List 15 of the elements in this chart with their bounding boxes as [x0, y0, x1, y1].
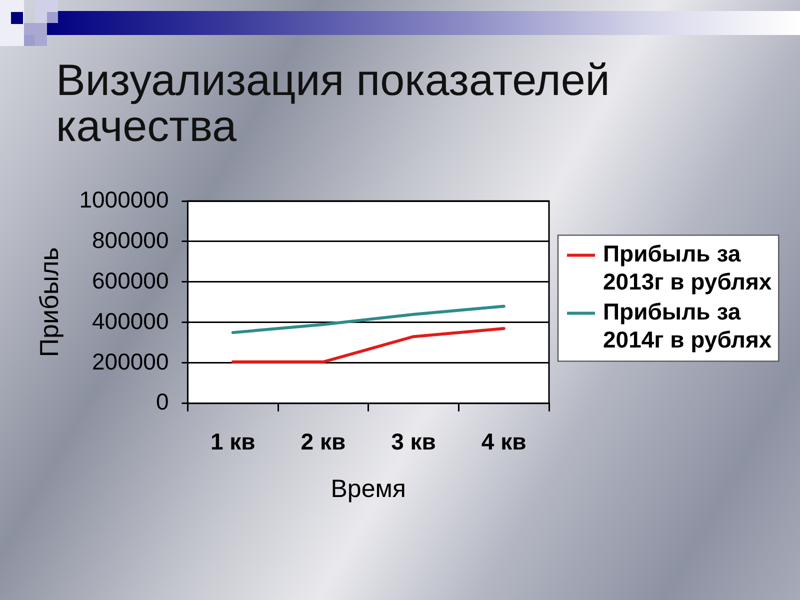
- y-tick-label: 400000: [92, 308, 169, 334]
- x-tick-label: 3 кв: [391, 428, 436, 455]
- y-axis-title: Прибыль: [34, 247, 64, 358]
- y-tick-label: 0: [156, 388, 169, 415]
- x-axis-title: Время: [330, 474, 406, 503]
- legend-label: Прибыль за 2014г в рублях: [603, 298, 772, 353]
- legend-label: Прибыль за 2013г в рублях: [603, 240, 772, 295]
- x-tick-label: 4 кв: [481, 428, 526, 455]
- y-tick-label: 200000: [92, 348, 169, 374]
- y-tick-label: 1000000: [79, 186, 169, 212]
- y-tick-label: 600000: [92, 267, 169, 294]
- x-tick-label: 2 кв: [300, 428, 346, 455]
- y-tick-label: 800000: [92, 226, 169, 253]
- x-tick-label: 1 кв: [210, 428, 256, 455]
- chart-title: Визуализация показателей качества: [56, 56, 611, 151]
